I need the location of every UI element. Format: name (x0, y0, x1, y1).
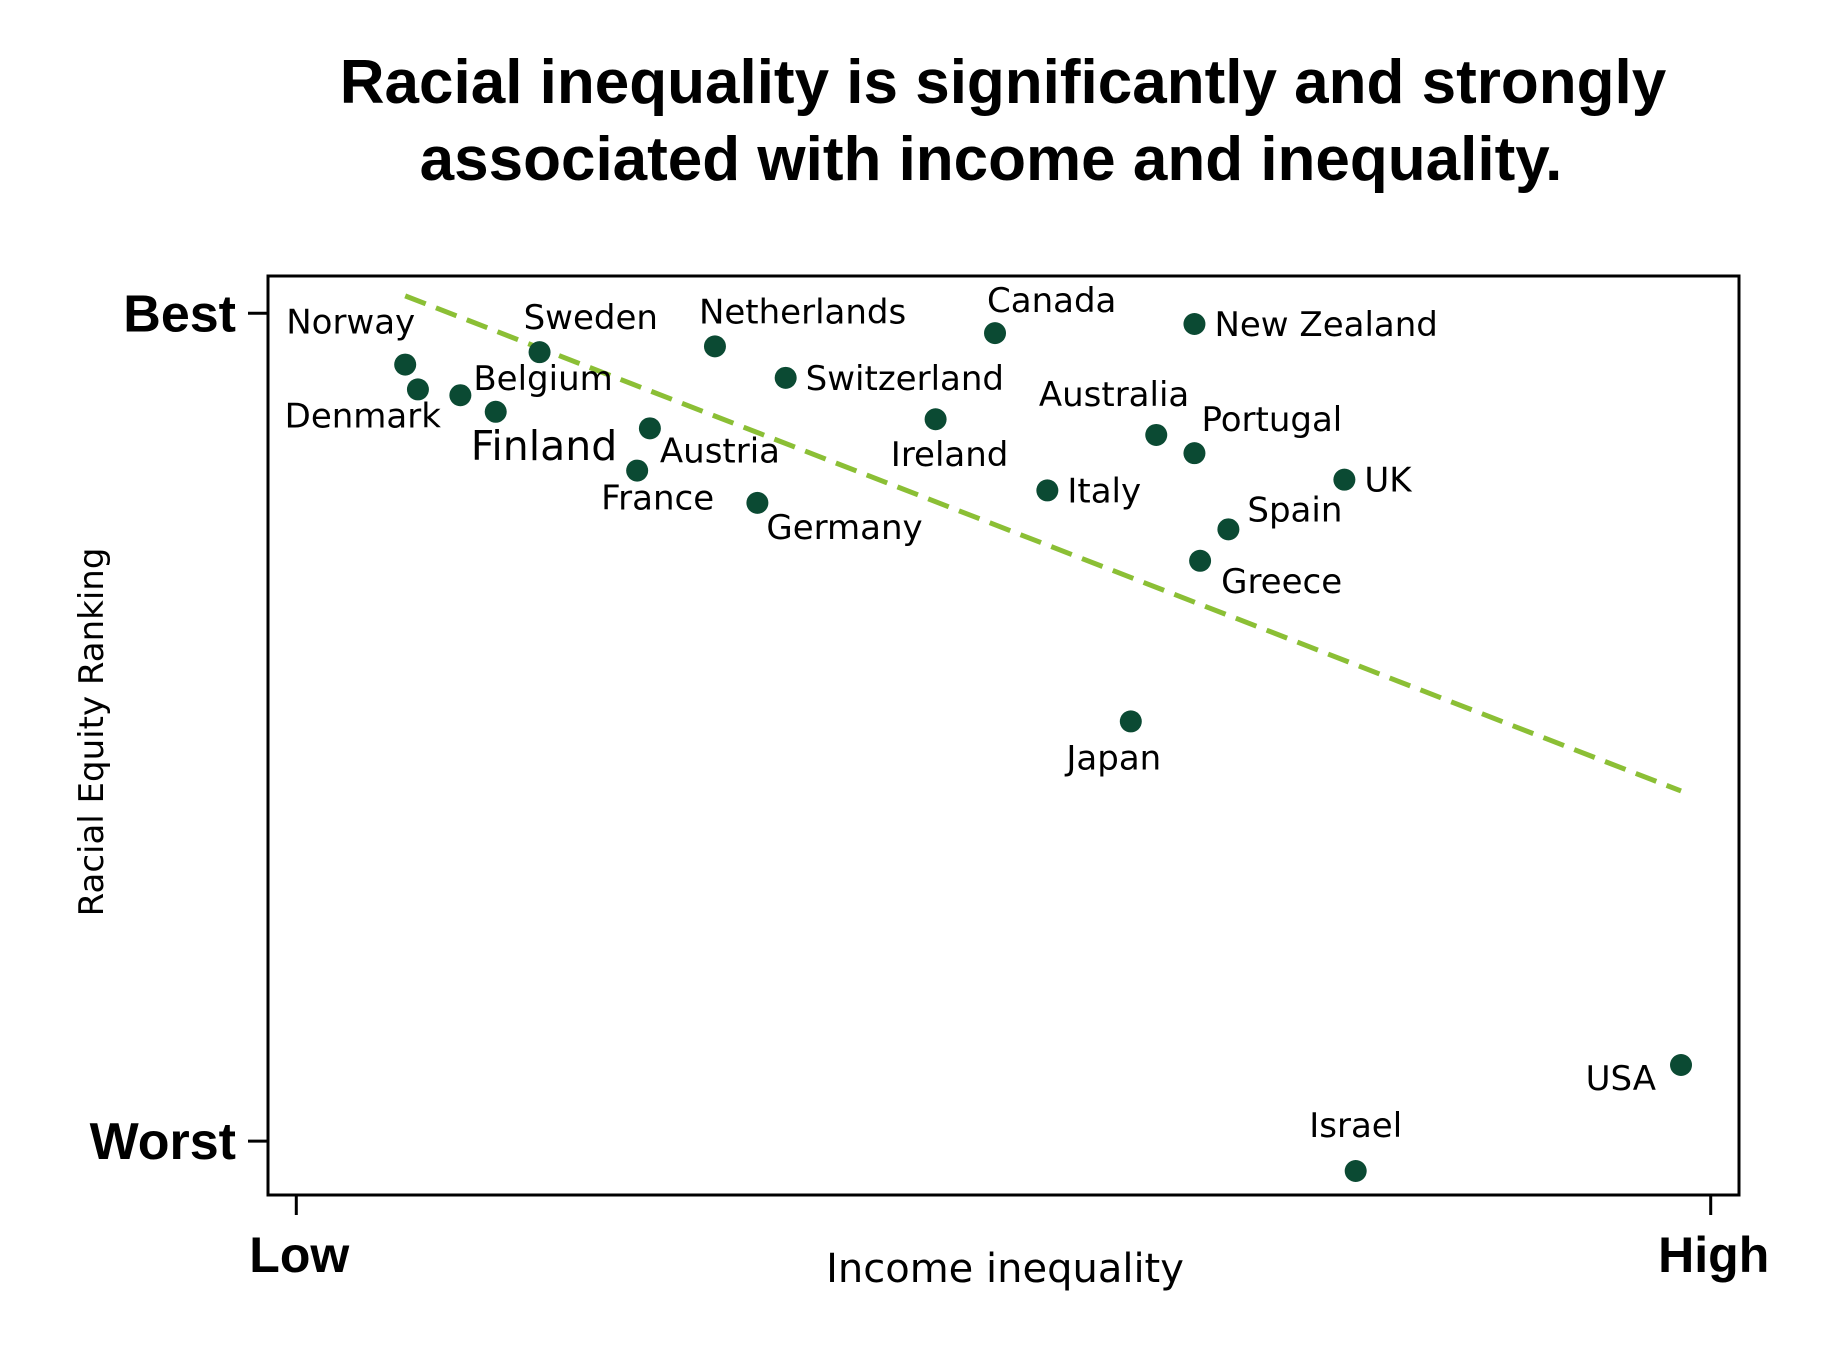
point-label-portugal: Portugal (1201, 400, 1342, 440)
point-israel (1344, 1159, 1367, 1182)
point-label-belgium: Belgium (473, 359, 612, 399)
x-tick-label-low: Low (249, 1227, 349, 1283)
point-finland (484, 400, 507, 423)
point-uk (1333, 468, 1356, 491)
point-label-finland: Finland (471, 422, 618, 470)
point-label-norway: Norway (286, 303, 415, 343)
point-label-switzerland: Switzerland (806, 359, 1004, 399)
point-portugal (1183, 442, 1206, 465)
point-label-ireland: Ireland (891, 435, 1009, 475)
point-sweden (528, 341, 551, 364)
trendline-layer (404, 293, 1682, 794)
point-label-italy: Italy (1067, 471, 1141, 511)
point-label-greece: Greece (1221, 562, 1342, 602)
point-usa (1670, 1054, 1693, 1077)
chart-title-line-1: Racial inequality is significantly and s… (340, 48, 1667, 117)
point-label-japan: Japan (1064, 738, 1161, 778)
trendline (404, 293, 1682, 794)
point-label-canada: Canada (987, 281, 1116, 321)
point-switzerland (774, 366, 797, 389)
point-canada (984, 322, 1007, 345)
point-france (626, 459, 649, 482)
point-japan (1119, 710, 1142, 733)
point-new-zealand (1183, 313, 1206, 336)
x-tick-label-high: High (1658, 1227, 1769, 1283)
y-tick-label-best: Best (123, 285, 236, 343)
point-austria (638, 417, 661, 440)
point-greece (1189, 549, 1212, 572)
point-spain (1217, 518, 1240, 541)
point-australia (1145, 423, 1168, 446)
point-label-australia: Australia (1039, 375, 1189, 415)
point-italy (1036, 479, 1059, 502)
point-germany (746, 491, 769, 514)
point-label-uk: UK (1364, 461, 1413, 501)
point-norway (394, 353, 417, 376)
point-label-sweden: Sweden (524, 298, 658, 338)
point-label-israel: Israel (1309, 1106, 1402, 1146)
points-layer: Norway Denmark Belgium Finland Sweden Austria… (285, 281, 1693, 1182)
point-label-denmark: Denmark (285, 396, 442, 436)
y-tick-label-worst: Worst (90, 1113, 236, 1171)
point-label-netherlands: Netherlands (699, 292, 906, 332)
point-label-spain: Spain (1247, 490, 1342, 530)
point-denmark (406, 378, 429, 401)
point-label-germany: Germany (766, 508, 922, 548)
point-label-france: France (601, 479, 714, 519)
chart-title-line-2: associated with income and inequality. (420, 125, 1563, 194)
y-axis-title: Racial Equity Ranking (72, 548, 112, 917)
x-axis-title: Income inequality (826, 1246, 1184, 1292)
point-ireland (924, 408, 947, 431)
point-label-usa: USA (1586, 1059, 1656, 1099)
point-label-new-zealand: New Zealand (1214, 305, 1437, 345)
point-label-austria: Austria (660, 431, 780, 471)
point-belgium (449, 384, 472, 407)
point-netherlands (703, 335, 726, 358)
plot-frame (266, 274, 1741, 1197)
